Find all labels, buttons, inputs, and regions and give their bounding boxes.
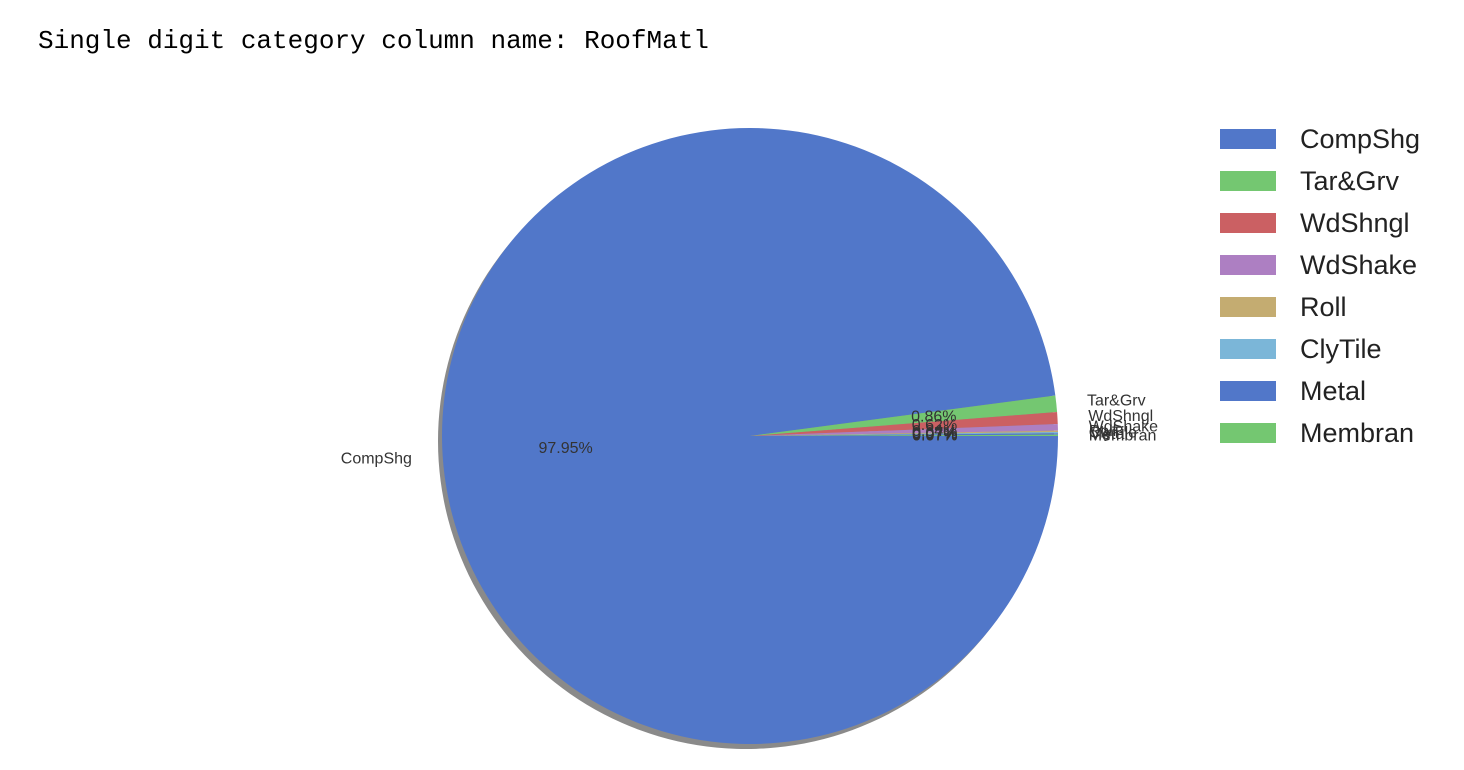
percent-label-roll: 0.07% xyxy=(912,425,957,442)
percent-label-compshg: 97.95% xyxy=(538,440,592,457)
legend-label-metal: Metal xyxy=(1300,375,1367,406)
pie-labels: CompShg 97.95% Tar&Grv 0.86% WdShngl 0.62% WdS… xyxy=(341,393,1158,468)
legend-swatch-tar-grv xyxy=(1220,171,1276,191)
pie-slice-clytile xyxy=(750,431,1058,436)
legend-label-compshg: CompShg xyxy=(1300,123,1421,154)
chart-legend: CompShg Tar&Grv WdShngl WdShake Roll ClyTile M… xyxy=(1220,118,1420,454)
legend-item-clytile: ClyTile xyxy=(1220,328,1420,370)
legend-item-tar-grv: Tar&Grv xyxy=(1220,160,1420,202)
slice-label-membran: Membran xyxy=(1089,427,1157,444)
pie-slice-tar-grv xyxy=(750,395,1058,436)
legend-label-tar-grv: Tar&Grv xyxy=(1300,165,1400,196)
legend-item-compshg: CompShg xyxy=(1220,118,1420,160)
legend-item-wdshake: WdShake xyxy=(1220,244,1420,286)
slice-label-clytile: ClyTile xyxy=(1089,424,1137,441)
pie-slice-metal xyxy=(750,433,1058,436)
pie-slice-wdshake xyxy=(750,424,1058,436)
slice-label-roll: Roll xyxy=(1089,423,1117,440)
legend-swatch-membran xyxy=(1220,423,1276,443)
legend-item-roll: Roll xyxy=(1220,286,1420,328)
legend-label-wdshake: WdShake xyxy=(1300,249,1418,280)
percent-label-metal: 0.07% xyxy=(912,427,957,444)
slice-label-wdshngl: WdShngl xyxy=(1088,408,1153,425)
legend-item-wdshngl: WdShngl xyxy=(1220,202,1420,244)
pie-slice-compshg xyxy=(442,127,1058,744)
pie-slice-roll xyxy=(750,430,1058,436)
legend-swatch-compshg xyxy=(1220,129,1276,149)
legend-label-clytile: ClyTile xyxy=(1300,333,1382,364)
slice-label-wdshake: WdShake xyxy=(1089,418,1158,435)
legend-label-membran: Membran xyxy=(1300,417,1415,448)
legend-swatch-metal xyxy=(1220,381,1276,401)
slice-label-tar-grv: Tar&Grv xyxy=(1087,393,1146,410)
percent-label-wdshake: 0.34% xyxy=(912,423,957,440)
pie-slices xyxy=(442,127,1058,744)
cell-output-text: Single digit category column name: RoofM… xyxy=(38,26,709,56)
slice-label-compshg: CompShg xyxy=(341,450,412,467)
pie-slice-membran xyxy=(750,434,1058,436)
legend-label-wdshngl: WdShngl xyxy=(1300,207,1410,238)
legend-swatch-wdshake xyxy=(1220,255,1276,275)
legend-swatch-roll xyxy=(1220,297,1276,317)
pie-slice-wdshngl xyxy=(750,412,1058,436)
legend-swatch-clytile xyxy=(1220,339,1276,359)
percent-label-tar-grv: 0.86% xyxy=(911,409,956,426)
legend-swatch-wdshngl xyxy=(1220,213,1276,233)
legend-item-metal: Metal xyxy=(1220,370,1420,412)
percent-label-clytile: 0.07% xyxy=(912,426,957,443)
percent-label-wdshngl: 0.62% xyxy=(912,417,957,434)
legend-item-membran: Membran xyxy=(1220,412,1420,454)
slice-label-metal: Metal xyxy=(1089,426,1128,443)
percent-label-membran: 0.07% xyxy=(912,428,957,445)
legend-label-roll: Roll xyxy=(1300,291,1347,322)
